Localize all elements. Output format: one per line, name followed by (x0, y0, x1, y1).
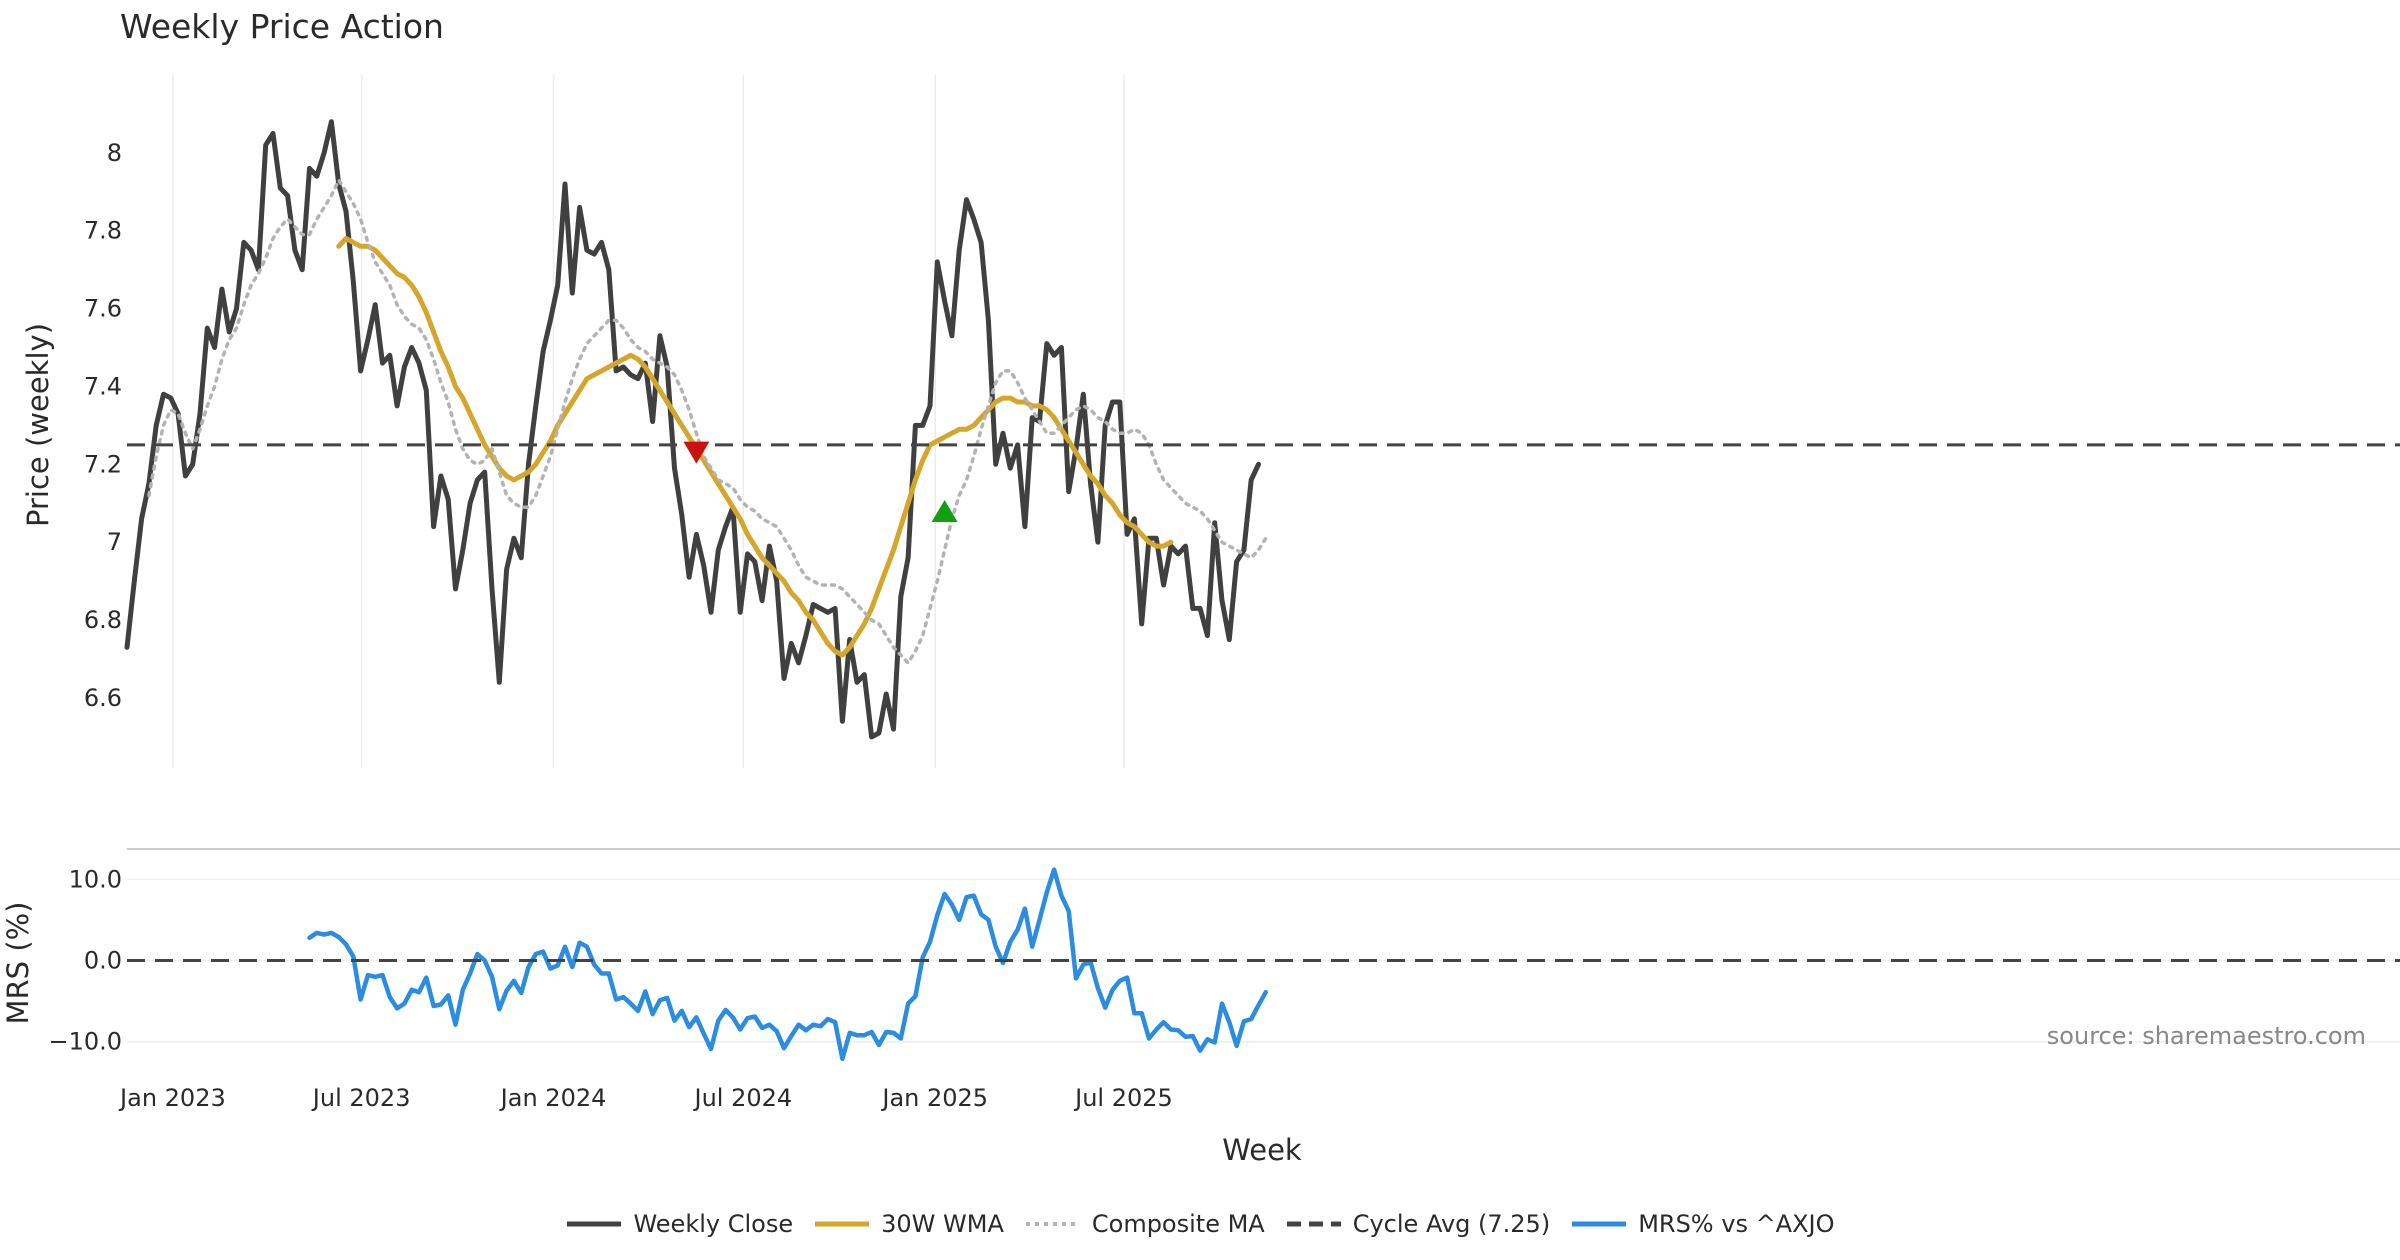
signal-markers (683, 441, 958, 523)
series-weekly-close (124, 119, 1261, 740)
price-y-tick-label: 7.6 (84, 295, 122, 323)
legend-label: Composite MA (1091, 1210, 1265, 1238)
price-y-tick-label: 7.8 (84, 217, 122, 245)
x-tick-label: Jan 2023 (118, 1084, 226, 1112)
price-series (124, 119, 2400, 740)
legend-label: Cycle Avg (7.25) (1352, 1210, 1551, 1238)
legend-item: 30W WMA (813, 1210, 1004, 1238)
buy-signal-marker (931, 500, 958, 523)
mrs-y-axis-label: MRS (%) (1, 902, 35, 1025)
price-y-tick-label: 7.2 (84, 450, 122, 478)
legend-swatch (1286, 1221, 1341, 1227)
x-tick-label: Jan 2025 (880, 1084, 988, 1112)
price-y-tick-label: 6.8 (84, 606, 122, 634)
source-annotation: source: sharemaestro.com (2047, 1022, 2366, 1050)
sell-signal-marker (683, 441, 710, 464)
legend-label: Weekly Close (633, 1210, 794, 1238)
price-y-axis-label: Price (weekly) (21, 323, 55, 527)
price-y-tick-label: 7 (107, 528, 122, 556)
legend-label: MRS% vs ^AXJO (1638, 1210, 1835, 1238)
legend-swatch (815, 1221, 870, 1227)
price-y-tick-label: 8 (107, 139, 122, 167)
mrs-y-ticks: −10.0 0.0 10.0 (48, 865, 122, 1055)
top-panel-gridlines (172, 75, 1125, 768)
mrs-y-tick-label: 10.0 (69, 865, 122, 893)
x-axis-ticks: Jan 2023 Jul 2023 Jan 2024 Jul 2024 Jan 2025… (118, 1084, 1173, 1112)
mrs-y-tick-label: 0.0 (84, 947, 122, 975)
legend-item: Composite MA (1024, 1210, 1265, 1238)
mrs-series (127, 867, 2400, 1062)
legend-swatch (1025, 1222, 1080, 1226)
chart-legend: Weekly Close 30W WMA Composite MA Cycle Avg… (0, 1210, 2400, 1238)
legend-item: Cycle Avg (7.25) (1285, 1210, 1550, 1238)
x-axis-label: Week (1222, 1133, 1302, 1167)
legend-item: MRS% vs ^AXJO (1570, 1210, 1835, 1238)
price-y-ticks: 6.6 6.8 7 7.2 7.4 7.6 7.8 8 (84, 139, 122, 712)
x-tick-label: Jul 2024 (692, 1084, 792, 1112)
series-mrs-vs-axjo (307, 867, 1269, 1062)
legend-swatch (1572, 1221, 1627, 1227)
series-30w-wma (336, 236, 1174, 658)
mrs-y-tick-label: −10.0 (48, 1028, 122, 1056)
x-tick-label: Jul 2023 (311, 1084, 411, 1112)
chart-title: Weekly Price Action (120, 7, 444, 46)
price-y-tick-label: 6.6 (84, 684, 122, 712)
x-tick-label: Jul 2025 (1073, 1084, 1173, 1112)
x-tick-label: Jan 2024 (499, 1084, 607, 1112)
legend-label: 30W WMA (881, 1210, 1004, 1238)
legend-item: Weekly Close (565, 1210, 793, 1238)
price-y-tick-label: 7.4 (84, 372, 122, 400)
legend-swatch (567, 1221, 622, 1227)
series-composite-ma (147, 178, 1268, 665)
